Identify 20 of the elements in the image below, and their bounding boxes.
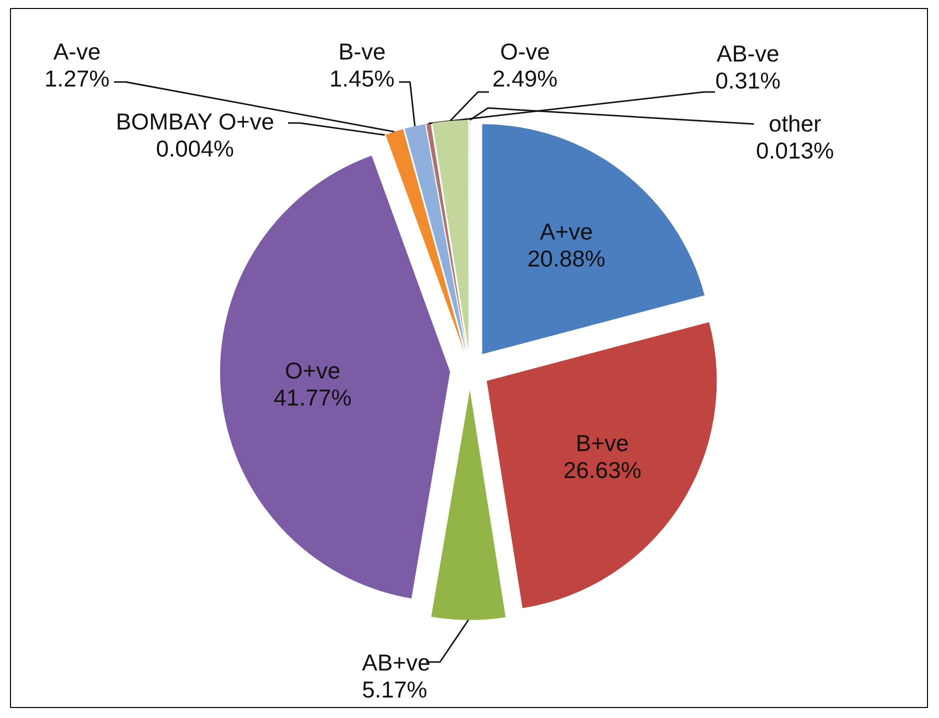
data-label: 20.88% xyxy=(527,245,606,272)
data-label: 5.17% xyxy=(362,676,428,702)
slice-label: O-ve xyxy=(500,38,550,64)
slice-label: B-ve xyxy=(338,38,386,64)
slice-label: BOMBAY O+ve xyxy=(116,108,274,134)
data-label: 0.31% xyxy=(715,68,781,94)
slice-label: O+ve xyxy=(284,358,340,384)
slice-label: AB-ve xyxy=(716,40,780,66)
slice-label: other xyxy=(768,110,822,136)
data-label: 1.27% xyxy=(44,66,110,92)
data-label: 0.004% xyxy=(156,136,234,162)
data-label: 2.49% xyxy=(492,66,558,92)
slice-label: A-ve xyxy=(53,38,101,64)
data-label: 1.45% xyxy=(329,66,395,92)
slice-label: B+ve xyxy=(576,430,629,456)
slice-label: A+ve xyxy=(540,218,593,244)
data-label: 0.013% xyxy=(756,138,834,164)
data-label: 41.77% xyxy=(274,384,352,411)
data-label: 26.63% xyxy=(563,456,642,483)
slice-label: AB+ve xyxy=(362,650,430,676)
